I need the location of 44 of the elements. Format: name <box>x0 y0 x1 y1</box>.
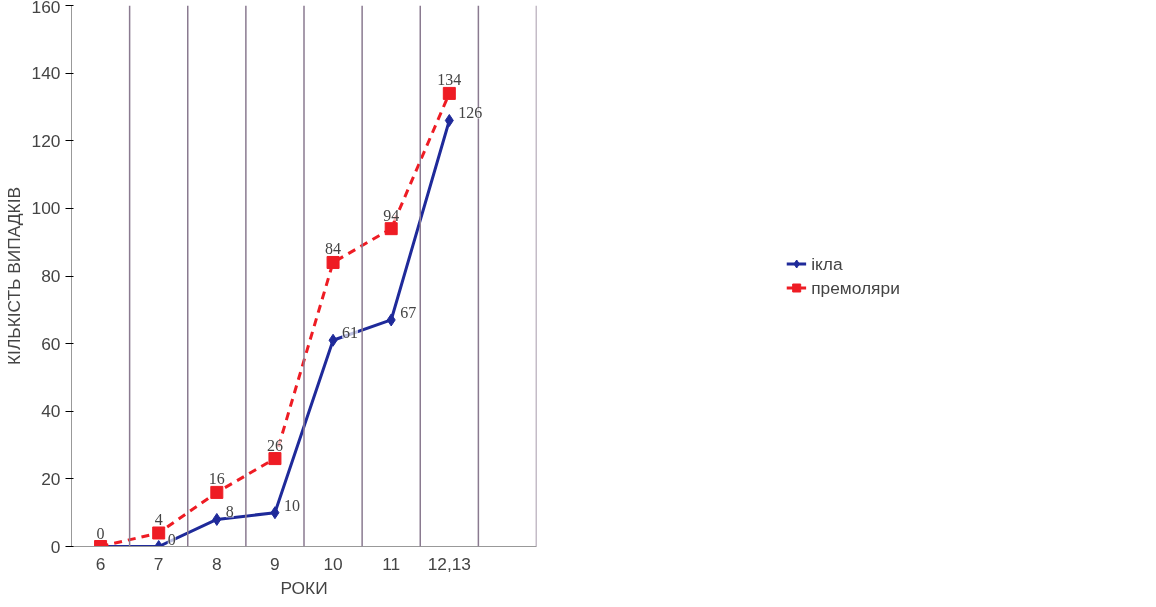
legend-label: премоляри <box>811 277 900 298</box>
x-tick-label: 10 <box>323 553 343 574</box>
y-tick-label: 100 <box>31 198 61 219</box>
point <box>386 313 396 327</box>
data-label: 0 <box>167 530 176 548</box>
data-label: 67 <box>400 303 417 321</box>
y-tick-label: 0 <box>50 536 61 557</box>
legend-label: ікла <box>811 253 843 274</box>
point <box>270 506 280 520</box>
point <box>152 526 166 540</box>
data-label: 8 <box>225 503 234 521</box>
x-tick-label: 11 <box>382 553 401 574</box>
data-label: 84 <box>325 240 342 258</box>
data-label: 26 <box>266 436 283 454</box>
x-tick-label: 9 <box>270 553 280 574</box>
y-tick-label: 20 <box>41 468 61 489</box>
point <box>212 512 222 526</box>
x-tick-label: 6 <box>95 553 106 574</box>
point <box>444 113 454 127</box>
data-label: 10 <box>283 496 300 514</box>
point <box>326 255 340 269</box>
x-axis-title: РОКИ <box>280 577 328 598</box>
x-tick-label: 8 <box>211 553 222 574</box>
point <box>210 485 224 499</box>
y-tick-label: 140 <box>31 63 61 84</box>
y-tick-label: 120 <box>31 130 61 151</box>
point <box>442 86 456 100</box>
y-axis-title: КІЛЬКІСТЬ ВИПАДКІВ <box>3 186 24 366</box>
y-tick-label: 160 <box>31 0 61 17</box>
y-tick-label: 60 <box>41 333 61 354</box>
point <box>268 452 282 466</box>
data-label: 4 <box>154 510 163 528</box>
y-tick-label: 80 <box>41 266 61 286</box>
point <box>328 333 338 347</box>
point <box>384 222 398 236</box>
data-label: 134 <box>437 71 462 89</box>
data-label: 126 <box>458 104 483 122</box>
data-label: 16 <box>208 470 225 488</box>
x-tick-label: 12,13 <box>427 553 472 574</box>
data-label: 61 <box>342 324 359 342</box>
data-label: 0 <box>96 524 105 542</box>
x-tick-label: 7 <box>153 553 164 574</box>
data-label: 94 <box>383 206 400 224</box>
y-tick-label: 40 <box>41 401 61 422</box>
